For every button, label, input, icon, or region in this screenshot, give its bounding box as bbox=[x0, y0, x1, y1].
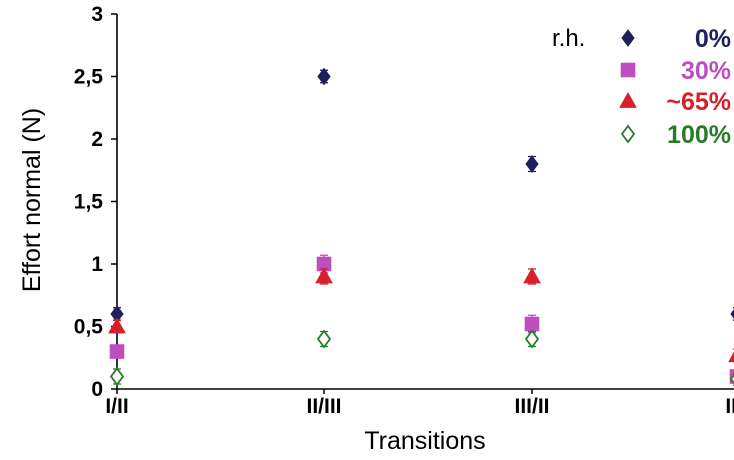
data-point bbox=[525, 155, 539, 173]
data-point bbox=[524, 329, 540, 349]
y-tick-label: 0 bbox=[91, 378, 103, 401]
axes bbox=[116, 14, 734, 390]
x-tick-label: I/II bbox=[105, 395, 128, 418]
series-100 bbox=[109, 329, 734, 386]
y-tick-label: 2 bbox=[91, 128, 103, 151]
data-point bbox=[108, 317, 126, 334]
legend-label: ~65% bbox=[666, 88, 731, 116]
y-axis-label: Effort normal (N) bbox=[18, 108, 46, 292]
data-point bbox=[315, 267, 333, 284]
legend: r.h. 0% 30% ~65% 100% bbox=[552, 25, 731, 149]
x-tick-label: II/III bbox=[306, 395, 341, 418]
data-point bbox=[728, 351, 734, 363]
x-tick-label: III/II bbox=[514, 395, 549, 418]
data-point bbox=[109, 367, 125, 386]
data-point bbox=[317, 67, 331, 86]
y-tick-label: 0,5 bbox=[74, 316, 104, 339]
data-point bbox=[109, 344, 125, 359]
legend-marker bbox=[620, 62, 636, 78]
legend-label: 100% bbox=[667, 121, 731, 149]
legend-label: 30% bbox=[681, 57, 731, 85]
data-point bbox=[729, 373, 734, 385]
x-tick-label: II/I bbox=[725, 395, 734, 418]
legend-marker bbox=[621, 29, 635, 47]
data-point bbox=[730, 309, 734, 319]
data-point bbox=[524, 316, 540, 332]
y-tick-label: 1,5 bbox=[74, 191, 104, 214]
legend-title: r.h. bbox=[552, 25, 585, 52]
series-layer bbox=[108, 67, 734, 386]
x-axis-label: Transitions bbox=[364, 427, 485, 455]
y-ticks: 0 0,5 1 1,5 2 2,5 3 bbox=[74, 3, 117, 401]
legend-label: 0% bbox=[695, 25, 731, 53]
data-point bbox=[316, 329, 332, 349]
series-30 bbox=[109, 254, 734, 384]
series-0 bbox=[110, 67, 734, 323]
series-65 bbox=[108, 267, 734, 363]
data-point bbox=[523, 267, 541, 284]
legend-marker bbox=[619, 91, 637, 108]
legend-marker bbox=[620, 124, 636, 144]
x-ticks: I/II II/III III/II II/I bbox=[105, 389, 734, 418]
y-tick-label: 3 bbox=[91, 3, 103, 26]
y-tick-label: 1 bbox=[91, 253, 103, 276]
y-tick-label: 2,5 bbox=[74, 66, 104, 89]
